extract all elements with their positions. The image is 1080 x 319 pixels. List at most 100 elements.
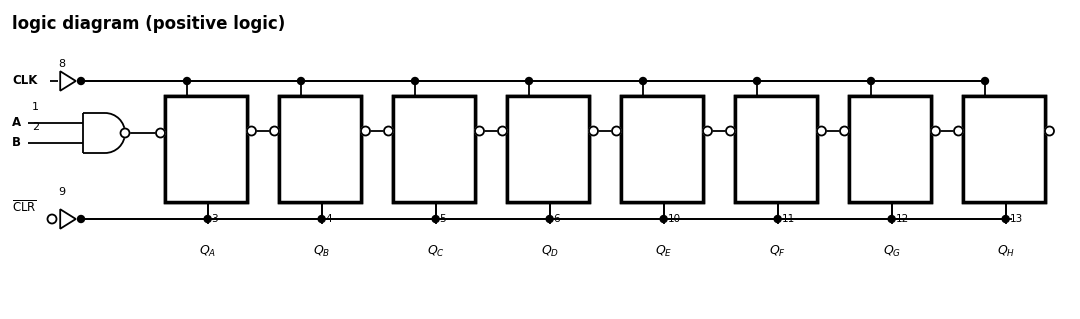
Circle shape [48, 214, 56, 224]
Text: R: R [750, 153, 757, 163]
Circle shape [297, 78, 305, 85]
Bar [279, 96, 361, 202]
Circle shape [204, 216, 212, 222]
Circle shape [954, 127, 963, 136]
Circle shape [78, 216, 84, 222]
Text: 2: 2 [32, 122, 39, 132]
Bar [849, 96, 931, 202]
Text: 12: 12 [895, 214, 909, 224]
Circle shape [411, 78, 419, 85]
Circle shape [840, 127, 849, 136]
Circle shape [361, 127, 370, 136]
Bar [393, 96, 475, 202]
Circle shape [888, 216, 895, 222]
Circle shape [612, 127, 621, 136]
Circle shape [589, 127, 598, 136]
Text: logic diagram (positive logic): logic diagram (positive logic) [12, 15, 285, 33]
Circle shape [247, 127, 256, 136]
Text: > C1: > C1 [977, 107, 1002, 117]
Circle shape [319, 216, 325, 222]
Circle shape [816, 127, 826, 136]
Circle shape [867, 78, 875, 85]
Text: 5: 5 [440, 214, 446, 224]
Text: 3: 3 [212, 214, 218, 224]
Text: 6: 6 [554, 214, 561, 224]
Text: R: R [863, 153, 870, 163]
Text: 10: 10 [667, 214, 680, 224]
Text: $Q_{A}$: $Q_{A}$ [199, 244, 216, 259]
Text: 1D: 1D [407, 129, 423, 139]
Text: CLK: CLK [12, 75, 38, 87]
Circle shape [184, 78, 190, 85]
Bar [963, 96, 1045, 202]
Text: $Q_{H}$: $Q_{H}$ [997, 244, 1015, 259]
Text: $Q_{B}$: $Q_{B}$ [313, 244, 330, 259]
Text: > C1: > C1 [863, 107, 889, 117]
Bar [621, 96, 703, 202]
Text: R: R [407, 153, 415, 163]
Text: R: R [521, 153, 529, 163]
Text: 9: 9 [58, 187, 65, 197]
Text: > C1: > C1 [750, 107, 774, 117]
Text: $Q_{E}$: $Q_{E}$ [654, 244, 673, 259]
Circle shape [639, 78, 647, 85]
Text: > C1: > C1 [407, 107, 432, 117]
Text: $Q_{C}$: $Q_{C}$ [427, 244, 445, 259]
Text: 1D: 1D [863, 129, 879, 139]
Circle shape [270, 127, 279, 136]
Circle shape [432, 216, 440, 222]
Text: $Q_{G}$: $Q_{G}$ [882, 244, 901, 259]
Text: 1D: 1D [293, 129, 309, 139]
Text: R: R [179, 153, 187, 163]
Circle shape [754, 78, 760, 85]
Bar [849, 96, 931, 202]
Text: 1D: 1D [521, 129, 537, 139]
Text: R: R [293, 153, 301, 163]
Text: R: R [977, 153, 985, 163]
Circle shape [931, 127, 940, 136]
Circle shape [660, 216, 667, 222]
Text: 13: 13 [1010, 214, 1023, 224]
Text: 1D: 1D [977, 129, 993, 139]
Circle shape [78, 78, 84, 85]
Bar [279, 96, 361, 202]
Bar [507, 96, 589, 202]
Circle shape [121, 129, 130, 137]
Bar [393, 96, 475, 202]
Circle shape [1002, 216, 1009, 222]
Circle shape [498, 127, 507, 136]
Text: R: R [635, 153, 643, 163]
Bar [165, 96, 247, 202]
Circle shape [703, 127, 712, 136]
Text: > C1: > C1 [179, 107, 204, 117]
Text: 1: 1 [32, 102, 39, 112]
Circle shape [774, 216, 781, 222]
Text: 11: 11 [782, 214, 795, 224]
Circle shape [982, 78, 988, 85]
Circle shape [526, 78, 532, 85]
Circle shape [1045, 127, 1054, 136]
Circle shape [546, 216, 553, 222]
Text: 8: 8 [58, 59, 65, 69]
Bar [507, 96, 589, 202]
Circle shape [384, 127, 393, 136]
Text: A: A [12, 116, 22, 130]
Text: $Q_{D}$: $Q_{D}$ [541, 244, 558, 259]
Text: $\overline{\mathrm{CLR}}$: $\overline{\mathrm{CLR}}$ [12, 199, 37, 215]
Bar [621, 96, 703, 202]
Text: B: B [12, 137, 21, 150]
Text: $Q_{F}$: $Q_{F}$ [769, 244, 786, 259]
Bar [963, 96, 1045, 202]
Text: > C1: > C1 [635, 107, 661, 117]
Bar [735, 96, 816, 202]
Text: 1D: 1D [750, 129, 765, 139]
Bar [165, 96, 247, 202]
Circle shape [475, 127, 484, 136]
Text: > C1: > C1 [293, 107, 319, 117]
Text: 4: 4 [326, 214, 333, 224]
Text: > C1: > C1 [521, 107, 546, 117]
Bar [735, 96, 816, 202]
Text: 1D: 1D [635, 129, 651, 139]
Circle shape [156, 129, 165, 137]
Text: 1D: 1D [179, 129, 194, 139]
